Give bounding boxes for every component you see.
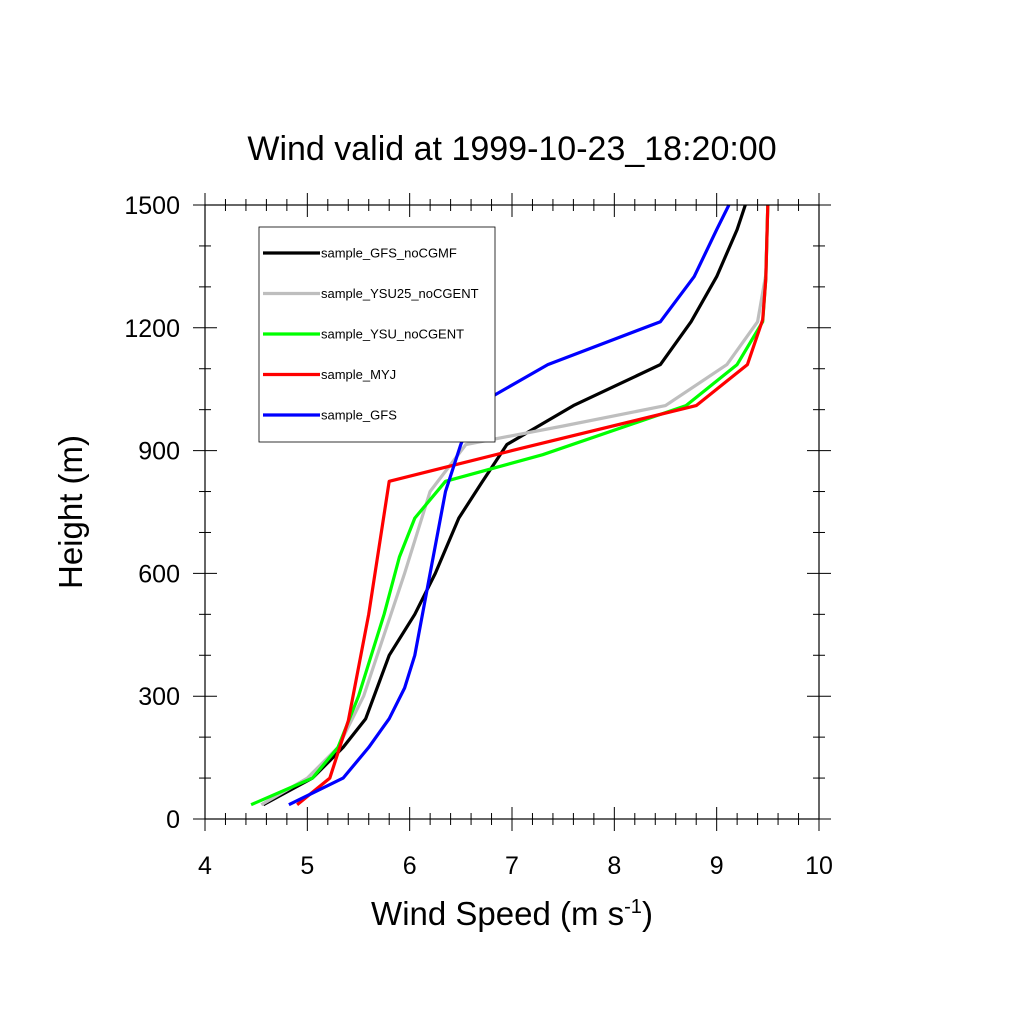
x-tick-label: 9 (710, 852, 724, 880)
legend-label: sample_MYJ (321, 367, 396, 382)
y-tick-label: 900 (138, 438, 180, 466)
series-layer (250, 204, 770, 807)
ticks-layer (193, 193, 831, 831)
x-axis-label-suffix: ) (642, 895, 653, 932)
x-axis-label: Wind Speed (m s-1) (371, 895, 653, 932)
series-line-4 (296, 204, 770, 806)
legend-label: sample_GFS (321, 408, 397, 423)
x-axis-label-main: Wind Speed (m s (371, 895, 624, 932)
tick-labels-layer: 4 5 6 7 8 9 10 0 300 600 900 1200 1500 (124, 192, 833, 880)
chart-title: Wind valid at 1999-10-23_18:20:00 (247, 130, 776, 168)
x-axis-label-exponent: -1 (624, 896, 642, 918)
y-tick-label: 300 (138, 683, 180, 711)
y-tick-label: 1500 (124, 192, 180, 220)
y-tick-label: 0 (166, 806, 180, 834)
series-line-1 (262, 204, 747, 807)
x-tick-label: 5 (300, 852, 314, 880)
x-tick-label: 6 (403, 852, 417, 880)
y-axis-label: Height (m) (52, 435, 89, 589)
y-tick-label: 600 (138, 560, 180, 588)
x-tick-label: 4 (198, 852, 212, 880)
x-tick-label: 10 (805, 852, 833, 880)
x-tick-label: 8 (607, 852, 621, 880)
legend-label: sample_YSU_noCGENT (321, 327, 464, 342)
x-tick-label: 7 (505, 852, 519, 880)
series-line-5 (288, 204, 731, 807)
legend-items: sample_GFS_noCGMF sample_YSU25_noCGENTsam… (263, 246, 479, 423)
legend-label: sample_GFS_noCGMF (321, 246, 457, 261)
y-tick-label: 1200 (124, 315, 180, 343)
legend-label: sample_YSU25_noCGENT (321, 286, 479, 301)
legend: sample_GFS_noCGMF sample_YSU25_noCGENTsam… (258, 226, 496, 443)
